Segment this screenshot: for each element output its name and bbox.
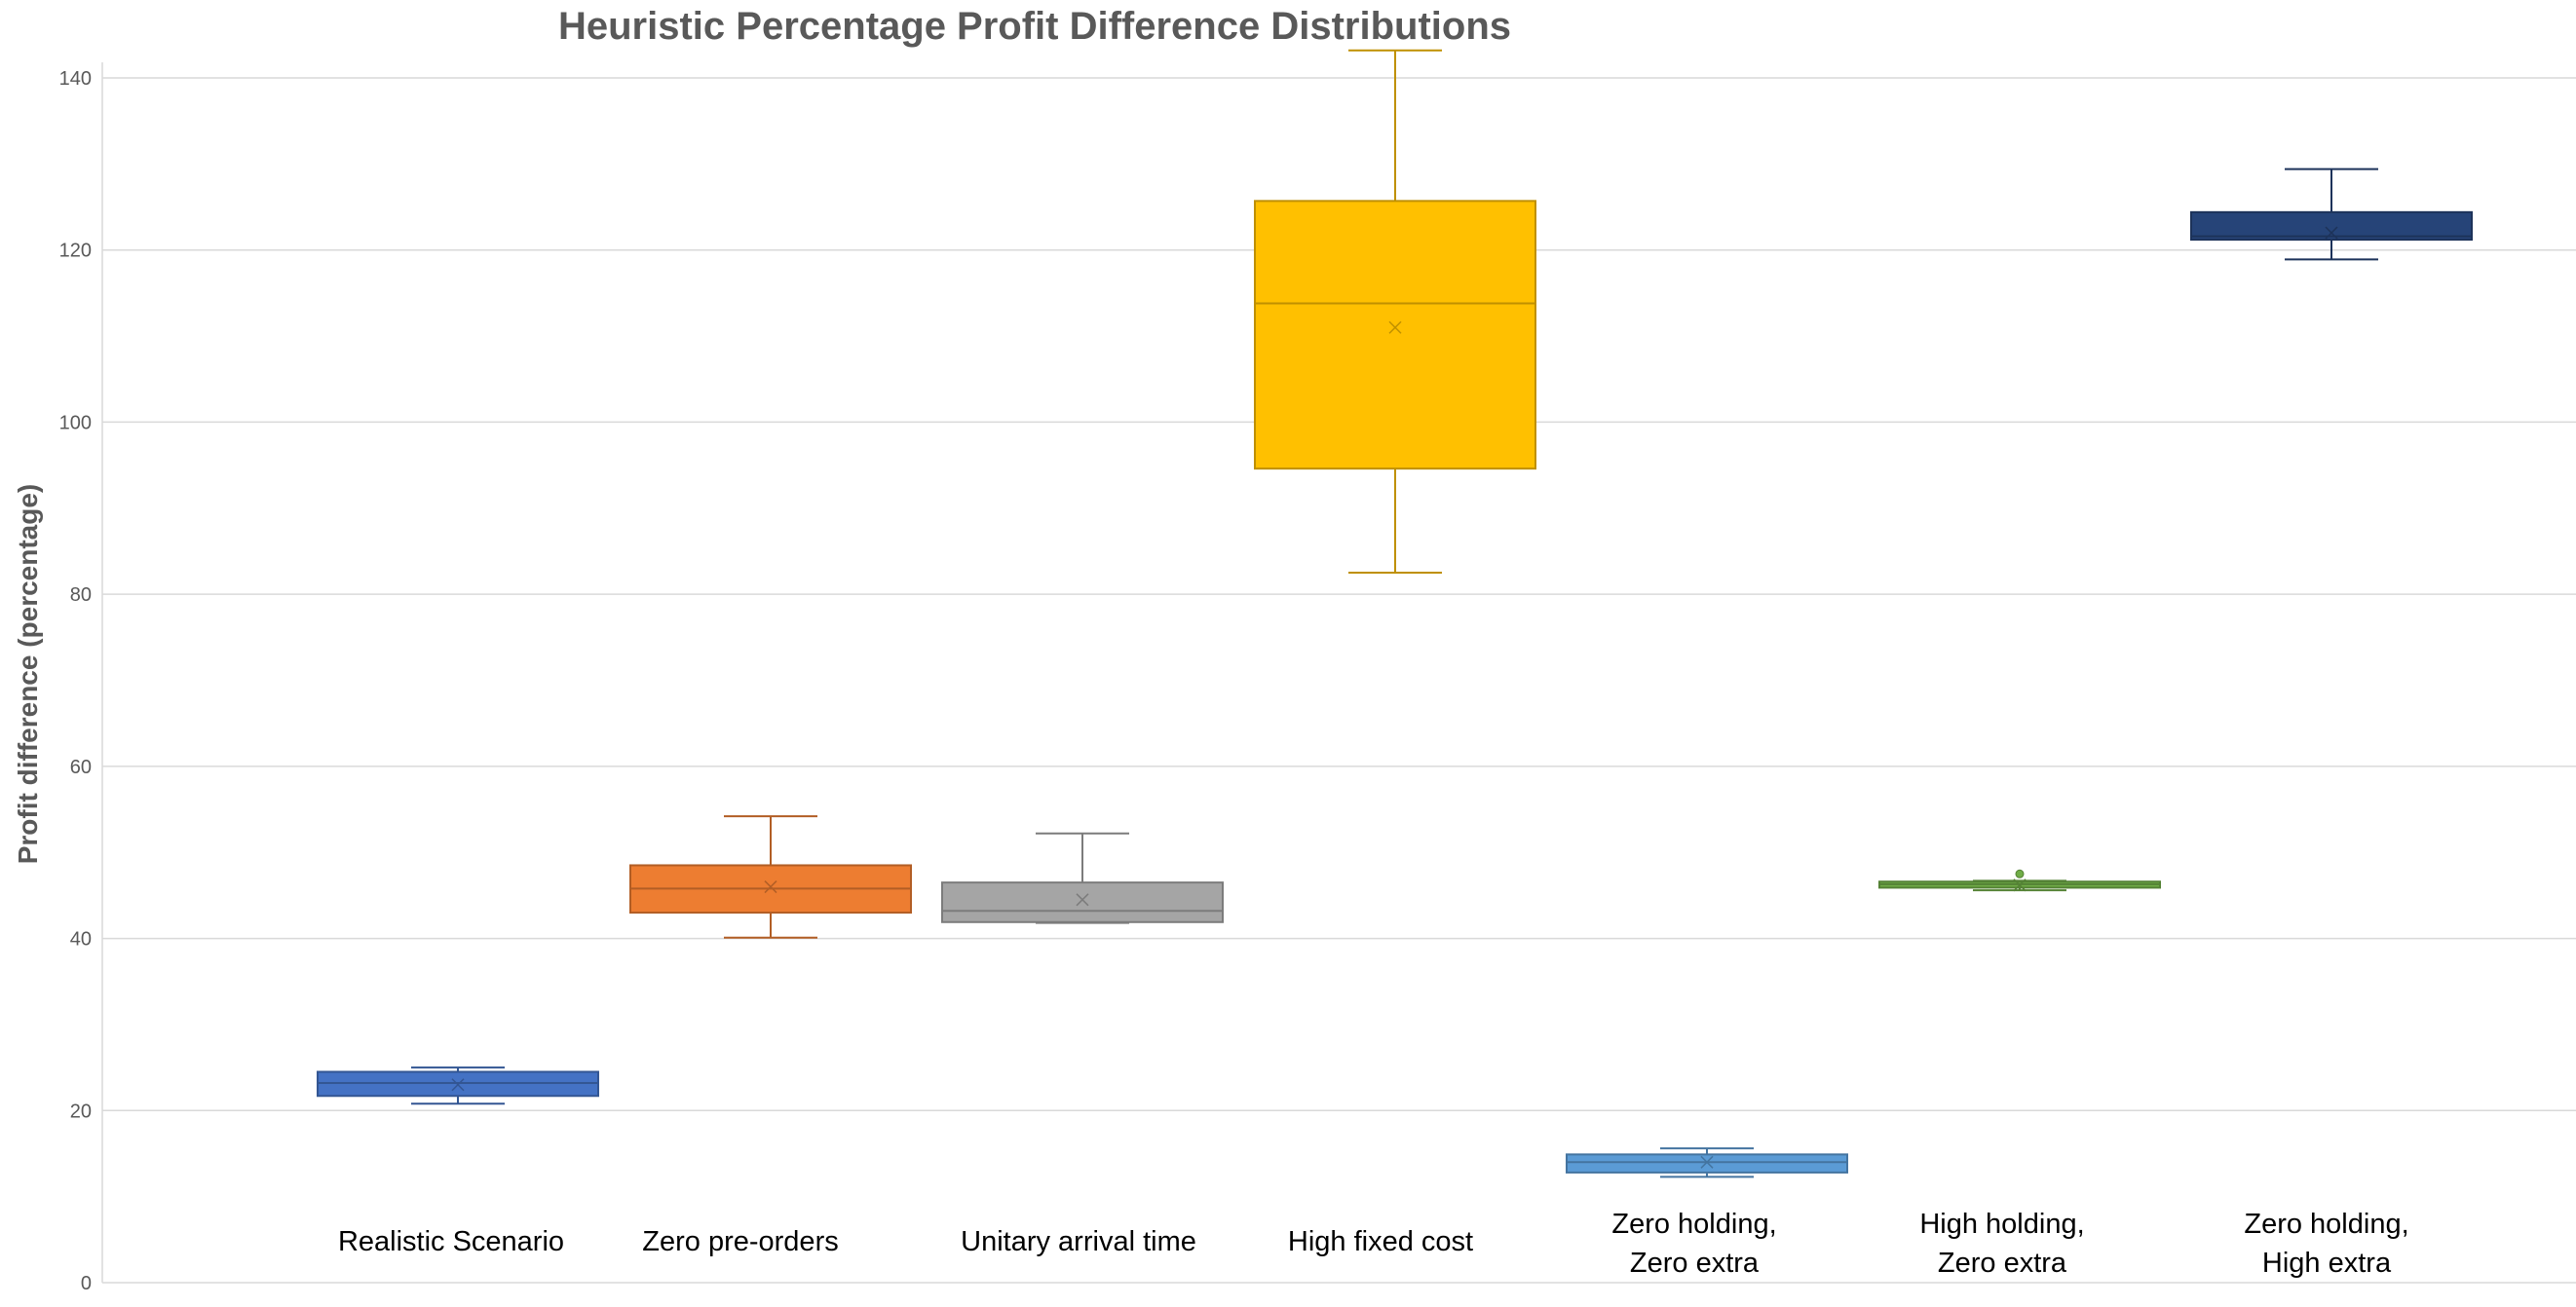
iqr-box xyxy=(2190,210,2473,242)
y-tick-label: 40 xyxy=(70,929,92,951)
category-labels: Realistic Scenario Zero pre-orders Unitary… xyxy=(338,1209,2409,1279)
category-label: Zero holding, Zero extra xyxy=(1611,1209,1776,1279)
category-label-line: High fixed cost xyxy=(1288,1226,1473,1257)
box-series xyxy=(1566,1147,1848,1178)
mean-marker-stroke xyxy=(2325,226,2338,240)
boxes xyxy=(317,49,2473,1178)
category-label-line: High holding, xyxy=(1919,1209,2084,1240)
category-label: Zero holding, High extra xyxy=(2244,1209,2408,1279)
category-label-line: Zero holding, xyxy=(2244,1209,2408,1240)
category-label-line: Realistic Scenario xyxy=(338,1226,564,1257)
gridlines xyxy=(101,62,2576,1284)
mean-marker-stroke xyxy=(2013,878,2027,892)
category-label-line: Zero extra xyxy=(1630,1248,1760,1279)
iqr-box xyxy=(941,881,1224,923)
category-label: Zero pre-orders xyxy=(642,1226,838,1257)
mean-marker-stroke xyxy=(451,1078,465,1092)
mean-marker-stroke xyxy=(1700,1155,1714,1169)
mean-marker xyxy=(1388,320,1402,334)
y-tick-label: 20 xyxy=(70,1101,92,1122)
category-label-line: Zero holding, xyxy=(1611,1209,1776,1240)
category-label-line: High extra xyxy=(2262,1248,2392,1279)
iqr-box xyxy=(1566,1153,1848,1174)
y-tick-label: 0 xyxy=(81,1273,92,1294)
y-tick-labels: 0 20 40 60 80 100 120 140 xyxy=(59,68,92,1294)
y-tick-label: 60 xyxy=(70,757,92,778)
outlier-point xyxy=(2015,869,2025,878)
category-label: High holding, Zero extra xyxy=(1919,1209,2084,1279)
mean-marker xyxy=(2325,226,2338,240)
box-series xyxy=(1878,869,2161,892)
box-series xyxy=(2190,168,2473,261)
box-series xyxy=(629,815,912,939)
category-label-line: Zero extra xyxy=(1938,1248,2067,1279)
mean-marker xyxy=(764,880,777,894)
mean-marker xyxy=(1700,1155,1714,1169)
mean-marker-stroke xyxy=(1076,893,1089,907)
mean-marker xyxy=(1076,893,1089,907)
y-tick-label: 140 xyxy=(59,68,92,90)
y-tick-label: 80 xyxy=(70,584,92,606)
y-tick-label: 120 xyxy=(59,241,92,262)
mean-marker xyxy=(451,1078,465,1092)
box-series xyxy=(941,832,1224,924)
category-label: Realistic Scenario xyxy=(338,1226,564,1257)
box-series xyxy=(317,1066,599,1105)
mean-marker-stroke xyxy=(764,880,777,894)
chart-title: Heuristic Percentage Profit Difference D… xyxy=(558,5,1511,48)
mean-marker-stroke xyxy=(1388,320,1402,334)
y-axis-label: Profit difference (percentage) xyxy=(13,484,43,865)
category-label: Unitary arrival time xyxy=(961,1226,1196,1257)
box-series xyxy=(1254,49,1536,575)
mean-marker xyxy=(2013,878,2027,892)
category-label-line: Zero pre-orders xyxy=(642,1226,838,1257)
iqr-box xyxy=(1254,200,1536,470)
y-tick-label: 100 xyxy=(59,412,92,433)
category-label: High fixed cost xyxy=(1288,1226,1473,1257)
category-label-line: Unitary arrival time xyxy=(961,1226,1196,1257)
